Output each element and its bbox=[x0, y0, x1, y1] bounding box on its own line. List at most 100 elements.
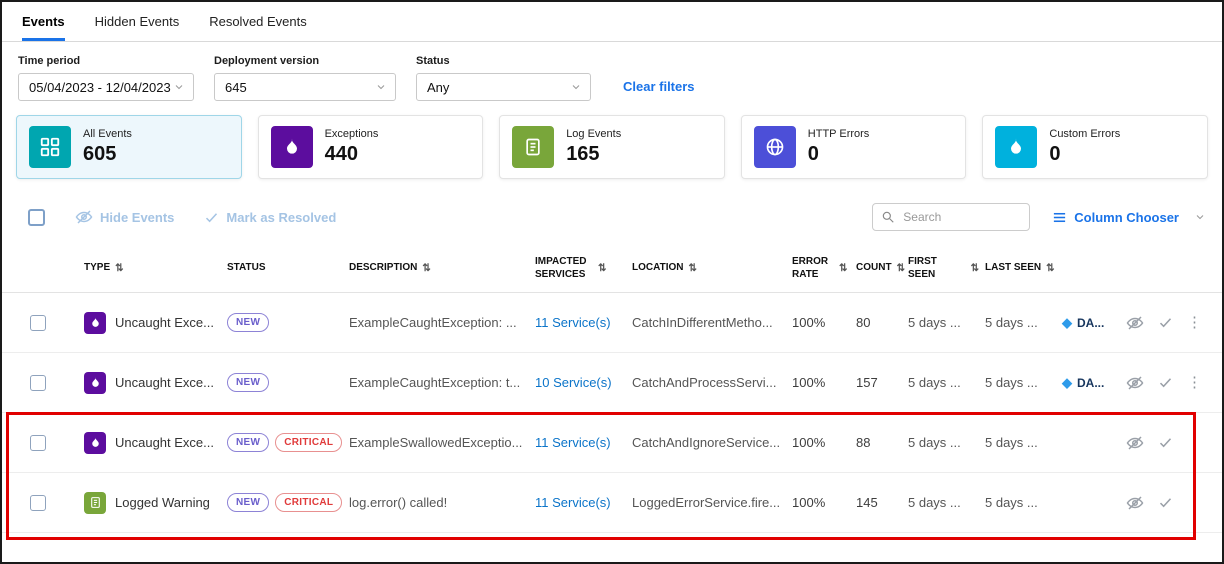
row-checkbox[interactable] bbox=[30, 314, 46, 331]
card-custom-errors[interactable]: Custom Errors 0 bbox=[982, 115, 1208, 179]
flame-icon bbox=[84, 371, 106, 394]
critical-badge: CRITICAL bbox=[275, 493, 343, 512]
card-value: 165 bbox=[566, 143, 600, 165]
row-menu-icon[interactable]: ⋮ bbox=[1187, 494, 1202, 511]
deployment-version-value: 645 bbox=[225, 79, 247, 95]
resolve-check-icon[interactable] bbox=[1158, 315, 1173, 330]
time-period-select[interactable]: 05/04/2023 - 12/04/2023 bbox=[18, 73, 194, 101]
impacted-services-link[interactable]: 11 Service(s) bbox=[535, 315, 611, 330]
table-row: Uncaught Exce... NEW CRITICAL ExampleSwa… bbox=[2, 413, 1222, 473]
sort-icon: ⇅ bbox=[422, 263, 431, 274]
hide-event-icon[interactable] bbox=[1126, 374, 1144, 392]
error-rate: 100% bbox=[792, 435, 826, 450]
first-seen: 5 days ... bbox=[908, 315, 961, 330]
mark-resolved-button[interactable]: Mark as Resolved bbox=[204, 210, 336, 225]
last-seen: 5 days ... bbox=[985, 375, 1038, 390]
impacted-services-link[interactable]: 11 Service(s) bbox=[535, 495, 611, 510]
header-location[interactable]: LOCATION ⇅ bbox=[632, 262, 697, 274]
row-menu-icon[interactable]: ⋮ bbox=[1187, 374, 1202, 391]
column-chooser-button[interactable]: Column Chooser bbox=[1052, 210, 1206, 225]
card-http-errors[interactable]: HTTP Errors 0 bbox=[740, 115, 967, 179]
event-count: 80 bbox=[856, 315, 871, 330]
time-period-label: Time period bbox=[18, 55, 81, 67]
row-checkbox[interactable] bbox=[30, 434, 46, 451]
da-badge[interactable]: ◆ DA... bbox=[1062, 374, 1105, 390]
card-all-events[interactable]: All Events 605 bbox=[16, 115, 242, 179]
tab-hidden-events[interactable]: Hidden Events bbox=[94, 14, 180, 29]
error-rate: 100% bbox=[792, 315, 826, 330]
resolve-check-icon[interactable] bbox=[1158, 375, 1173, 390]
hide-events-label: Hide Events bbox=[100, 209, 175, 225]
event-location: CatchAndIgnoreService... bbox=[632, 435, 781, 450]
diamond-icon: ◆ bbox=[1062, 314, 1072, 330]
sort-icon: ⇅ bbox=[115, 263, 124, 274]
tab-resolved-events[interactable]: Resolved Events bbox=[209, 14, 307, 29]
first-seen: 5 days ... bbox=[908, 435, 961, 450]
sort-icon: ⇅ bbox=[839, 263, 848, 274]
table-row: Uncaught Exce... NEW ExampleCaughtExcept… bbox=[2, 293, 1222, 353]
hide-event-icon[interactable] bbox=[1126, 434, 1144, 452]
status-badge: NEW bbox=[227, 313, 270, 332]
resolve-check-icon[interactable] bbox=[1158, 435, 1173, 450]
deployment-version-select[interactable]: 645 bbox=[214, 73, 396, 101]
globe-icon bbox=[753, 126, 796, 168]
header-error-rate[interactable]: ERROR RATE ⇅ bbox=[792, 256, 848, 280]
resolve-check-icon[interactable] bbox=[1158, 495, 1173, 510]
status-label: Status bbox=[416, 55, 450, 67]
card-label: Log Events bbox=[566, 128, 622, 140]
first-seen: 5 days ... bbox=[908, 375, 961, 390]
header-description[interactable]: DESCRIPTION ⇅ bbox=[349, 262, 431, 274]
event-description: ExampleCaughtException: ... bbox=[349, 315, 517, 330]
filter-bar: Time period 05/04/2023 - 12/04/2023 Depl… bbox=[2, 42, 1222, 101]
table-header: TYPE ⇅ STATUS DESCRIPTION ⇅ IMPACTED SER… bbox=[2, 245, 1222, 293]
event-description: ExampleCaughtException: t... bbox=[349, 375, 521, 390]
table-toolbar: Hide Events Mark as Resolved Column Choo… bbox=[2, 201, 1222, 233]
impacted-services-link[interactable]: 10 Service(s) bbox=[535, 375, 612, 390]
last-seen: 5 days ... bbox=[985, 495, 1038, 510]
event-type: Uncaught Exce... bbox=[115, 435, 214, 450]
header-count[interactable]: COUNT ⇅ bbox=[856, 262, 905, 274]
select-all-checkbox[interactable] bbox=[28, 208, 45, 226]
search-input[interactable] bbox=[872, 203, 1031, 231]
diamond-icon: ◆ bbox=[1062, 374, 1072, 390]
time-period-filter: Time period 05/04/2023 - 12/04/2023 bbox=[18, 55, 194, 101]
table-row: Uncaught Exce... NEW ExampleCaughtExcept… bbox=[2, 353, 1222, 413]
error-rate: 100% bbox=[792, 375, 826, 390]
header-first-seen[interactable]: FIRST SEEN ⇅ bbox=[908, 256, 979, 280]
header-impacted-services[interactable]: IMPACTED SERVICES ⇅ bbox=[535, 256, 607, 280]
card-log-events[interactable]: Log Events 165 bbox=[499, 115, 725, 179]
row-checkbox[interactable] bbox=[30, 494, 46, 511]
hide-events-button[interactable]: Hide Events bbox=[75, 208, 174, 226]
row-checkbox[interactable] bbox=[30, 374, 46, 391]
header-last-seen[interactable]: LAST SEEN ⇅ bbox=[985, 262, 1055, 274]
error-rate: 100% bbox=[792, 495, 826, 510]
header-type[interactable]: TYPE ⇅ bbox=[84, 262, 124, 274]
event-count: 145 bbox=[856, 495, 878, 510]
chevron-down-icon bbox=[570, 81, 582, 93]
header-status: STATUS bbox=[227, 262, 266, 274]
hide-event-icon[interactable] bbox=[1126, 494, 1144, 512]
event-type: Logged Warning bbox=[115, 495, 210, 510]
flame-icon bbox=[270, 126, 313, 168]
column-chooser-icon bbox=[1052, 210, 1067, 225]
tab-events[interactable]: Events bbox=[22, 2, 65, 41]
row-menu-icon[interactable]: ⋮ bbox=[1187, 314, 1202, 331]
status-select[interactable]: Any bbox=[416, 73, 591, 101]
card-exceptions[interactable]: Exceptions 440 bbox=[257, 115, 484, 179]
event-type: Uncaught Exce... bbox=[115, 315, 214, 330]
row-menu-icon[interactable]: ⋮ bbox=[1187, 434, 1202, 451]
document-icon bbox=[512, 126, 555, 168]
da-badge[interactable]: ◆ DA... bbox=[1062, 314, 1105, 330]
flame-icon bbox=[84, 431, 106, 454]
chevron-down-icon bbox=[1194, 211, 1206, 223]
hide-event-icon[interactable] bbox=[1126, 314, 1144, 332]
impacted-services-link[interactable]: 11 Service(s) bbox=[535, 435, 611, 450]
card-value: 0 bbox=[1049, 143, 1061, 165]
sort-icon: ⇅ bbox=[970, 263, 979, 274]
eye-off-icon bbox=[75, 208, 93, 226]
status-filter: Status Any bbox=[416, 55, 591, 101]
event-count: 157 bbox=[856, 375, 878, 390]
sort-icon: ⇅ bbox=[896, 263, 905, 274]
clear-filters-button[interactable]: Clear filters bbox=[623, 79, 695, 94]
